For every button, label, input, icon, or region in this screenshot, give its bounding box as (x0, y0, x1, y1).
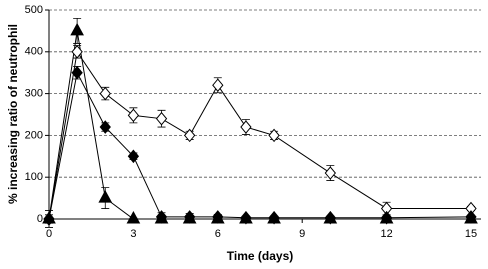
x-tick-label: 15 (465, 228, 477, 240)
y-tick-label: 200 (25, 129, 43, 141)
y-tick-label: 100 (25, 171, 43, 183)
marker (42, 210, 56, 224)
y-tick-label: 0 (37, 213, 43, 225)
x-axis-label: Time (days) (227, 249, 293, 263)
marker (184, 128, 196, 143)
marker (70, 22, 84, 36)
x-tick-label: 0 (46, 228, 52, 240)
marker (127, 149, 140, 164)
series-line (48, 30, 471, 220)
y-tick-label: 300 (25, 88, 43, 100)
x-tick-label: 9 (299, 228, 305, 240)
marker (182, 210, 197, 224)
marker (210, 210, 225, 224)
marker (379, 210, 394, 224)
x-tick-label: 6 (215, 228, 221, 240)
marker (71, 45, 83, 59)
marker (239, 210, 253, 224)
marker (155, 111, 168, 126)
marker (98, 190, 113, 203)
marker (464, 210, 478, 224)
marker (240, 120, 252, 134)
marker (127, 108, 140, 123)
marker (268, 128, 280, 143)
marker (212, 78, 224, 93)
marker (71, 65, 83, 80)
x-tick-label: 12 (380, 228, 392, 240)
marker (324, 166, 336, 180)
series-line (48, 71, 472, 220)
marker (323, 210, 338, 224)
marker (99, 86, 111, 101)
series-line (48, 50, 471, 220)
marker (154, 210, 169, 224)
marker (99, 120, 111, 134)
y-tick-label: 500 (25, 4, 43, 16)
y-tick-label: 400 (25, 46, 43, 58)
marker (267, 210, 281, 224)
x-tick-label: 3 (130, 228, 136, 240)
marker (126, 210, 141, 224)
y-axis-label: % increasing ratio of neutrophil (6, 24, 20, 204)
